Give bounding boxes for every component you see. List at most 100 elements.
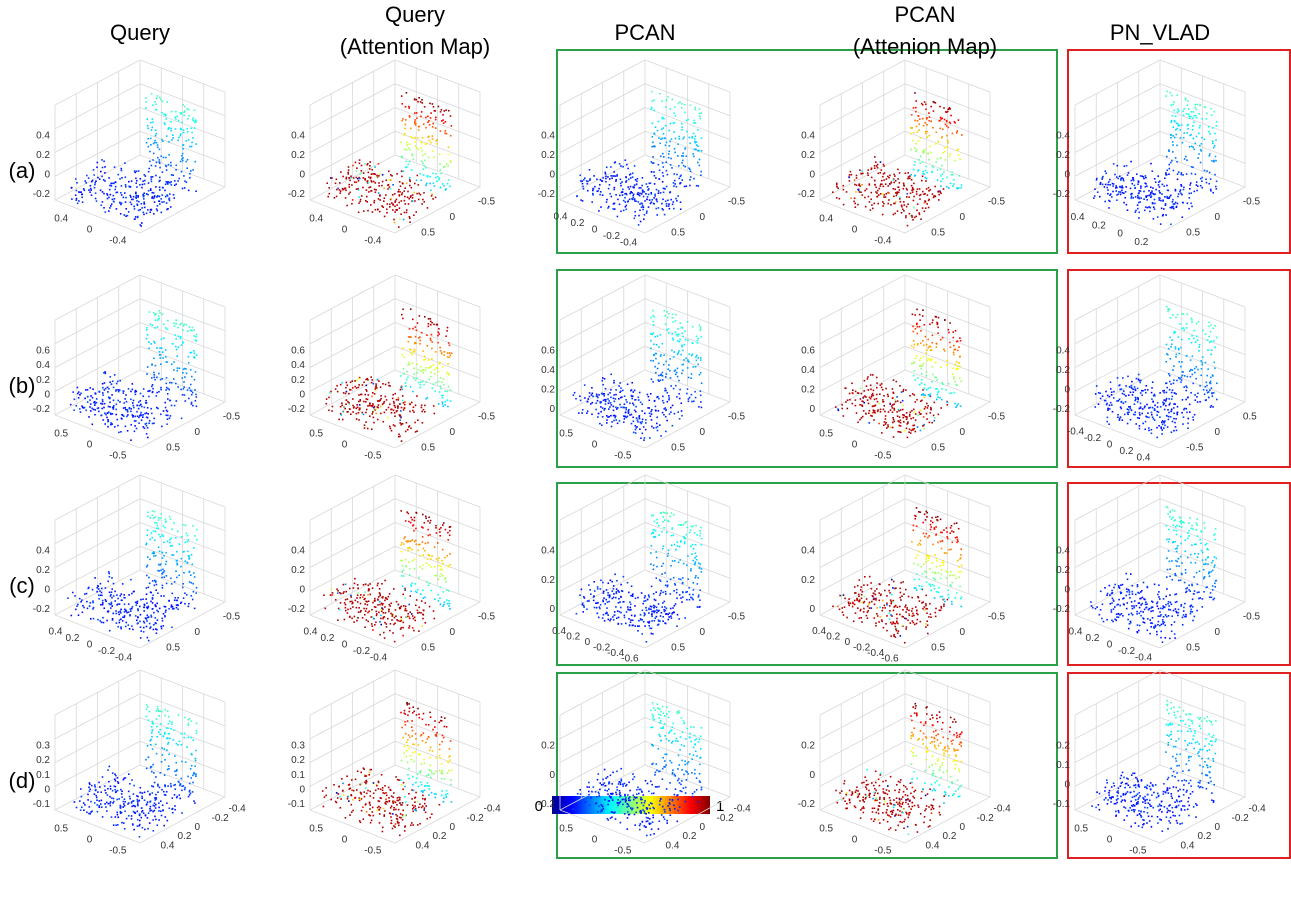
point [948, 121, 951, 124]
point [110, 422, 112, 424]
point [607, 176, 609, 178]
point [171, 606, 174, 608]
point [607, 393, 609, 396]
point [110, 185, 113, 187]
point [161, 313, 164, 316]
point [1101, 177, 1104, 179]
point [325, 402, 328, 405]
point [111, 423, 113, 425]
point [850, 173, 853, 176]
point [667, 332, 670, 334]
point [155, 583, 158, 586]
point [187, 355, 190, 358]
point [427, 323, 430, 325]
point [151, 602, 154, 604]
point [673, 131, 675, 133]
point [401, 119, 403, 122]
point [912, 199, 915, 202]
point [371, 395, 373, 398]
plot-3d: 0.60.40.200.50-0.5-0.500.5 [801, 274, 1006, 462]
grid-line [1074, 83, 1161, 130]
point [190, 595, 193, 597]
grid-line [54, 298, 141, 345]
point [917, 414, 920, 416]
point [595, 408, 597, 411]
point [146, 193, 148, 195]
point [651, 425, 653, 428]
point [166, 423, 168, 425]
point [193, 356, 195, 358]
point [655, 344, 658, 346]
point [446, 390, 448, 393]
point [660, 374, 662, 376]
point [919, 365, 921, 367]
point [916, 325, 919, 328]
point [187, 139, 190, 141]
point [640, 202, 643, 205]
point [185, 323, 188, 326]
point [625, 181, 627, 183]
point [580, 199, 582, 201]
point [413, 350, 416, 353]
point [924, 394, 926, 396]
point [1183, 132, 1185, 134]
point [1172, 198, 1174, 201]
point [352, 407, 355, 409]
point [1191, 355, 1194, 358]
point [414, 200, 416, 202]
point [389, 427, 392, 430]
point [634, 428, 637, 431]
point [161, 201, 163, 203]
point [1201, 186, 1203, 189]
point [669, 164, 672, 166]
point [1129, 391, 1132, 394]
point [896, 191, 899, 194]
point [598, 394, 600, 396]
point [883, 202, 885, 205]
point [1185, 327, 1188, 329]
point [161, 557, 164, 559]
point [1146, 199, 1148, 201]
point [346, 384, 349, 386]
point [161, 587, 164, 589]
point [1118, 417, 1121, 420]
grid-line [819, 83, 906, 130]
point [1165, 382, 1168, 384]
point [402, 218, 405, 221]
point [135, 390, 138, 393]
point [673, 121, 676, 124]
point [170, 121, 172, 123]
point [409, 184, 411, 187]
point [153, 312, 155, 314]
point [91, 179, 94, 182]
point [954, 363, 957, 366]
point [165, 164, 167, 167]
point [138, 200, 140, 203]
point [928, 190, 930, 192]
point [195, 120, 198, 123]
point [700, 137, 703, 140]
point [78, 200, 80, 202]
point [1173, 101, 1175, 103]
point [398, 226, 400, 228]
point [616, 175, 618, 177]
point [1137, 196, 1139, 199]
point [379, 194, 381, 196]
point [868, 184, 871, 186]
point [1170, 391, 1173, 394]
colorbar-max: 1 [716, 798, 724, 815]
point [124, 625, 127, 628]
point [158, 161, 161, 163]
point [162, 625, 164, 627]
point [689, 170, 692, 173]
point [1204, 385, 1207, 388]
point [142, 194, 144, 196]
point [910, 429, 913, 432]
plot-3d: 0.40.20-0.20.40-0.4 [33, 59, 226, 247]
point [1177, 195, 1179, 198]
point [1192, 166, 1194, 169]
point [895, 380, 898, 383]
point [107, 580, 109, 583]
z-tick-label: 0.2 [801, 150, 815, 161]
point [926, 203, 928, 205]
